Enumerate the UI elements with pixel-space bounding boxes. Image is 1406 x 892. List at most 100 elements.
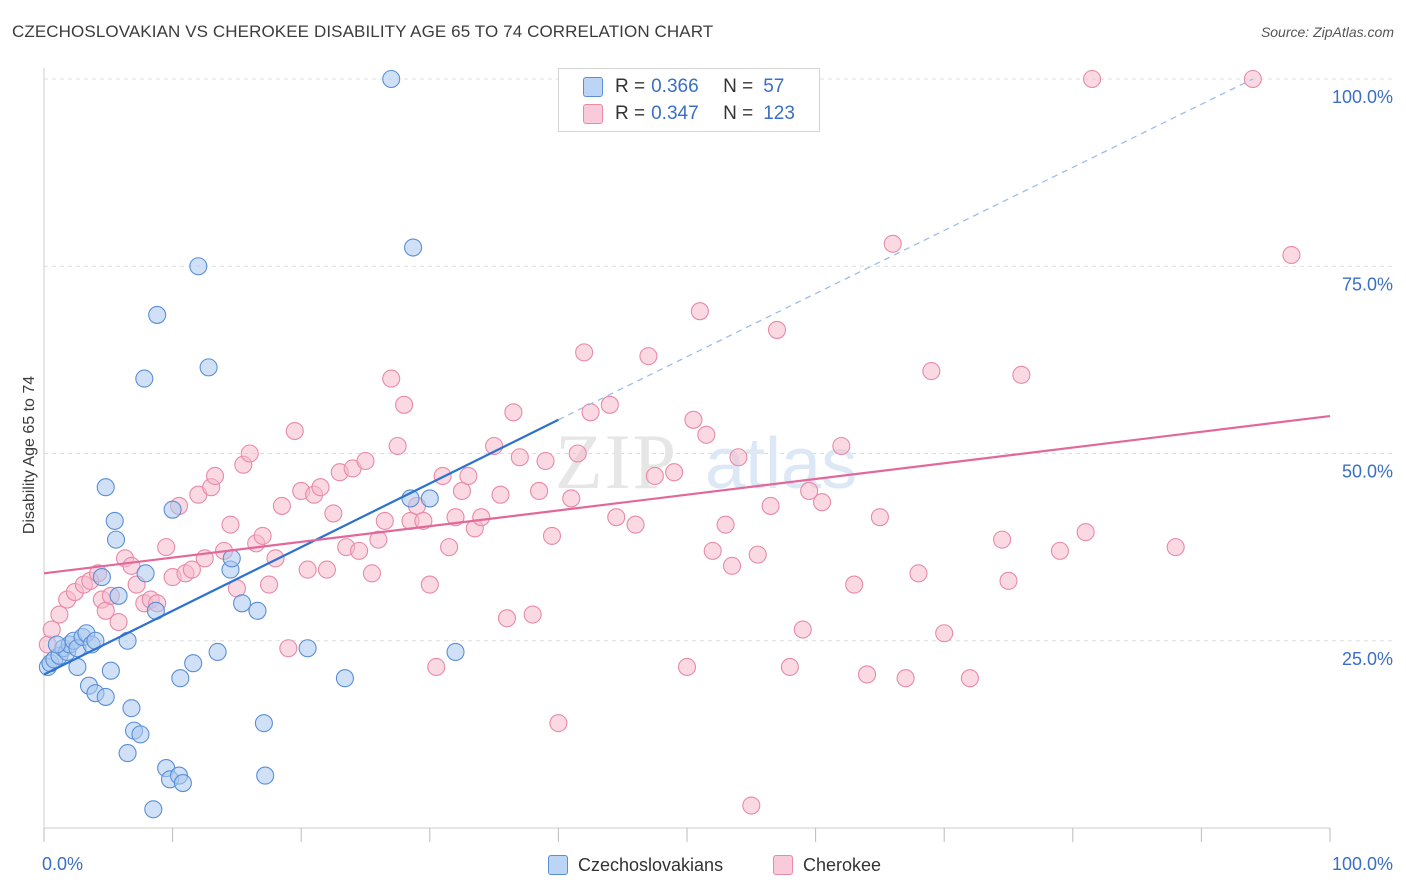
series-swatch-pink — [773, 855, 793, 875]
czechoslovakian-point — [171, 669, 190, 688]
czechoslovakian-point — [92, 568, 111, 587]
series-legend-cherokee[interactable]: Cherokee — [773, 851, 881, 879]
cherokee-point — [870, 508, 889, 527]
cherokee-point — [703, 541, 722, 560]
cherokee-point — [157, 538, 176, 557]
czechoslovakian-point — [105, 511, 124, 530]
series-swatch-blue — [548, 855, 568, 875]
cherokee-point — [716, 515, 735, 534]
legend-n-label: N = — [723, 103, 754, 124]
czechoslovakian-point — [189, 257, 208, 276]
y-tick-label: 25.0% — [1342, 649, 1393, 669]
cherokee-point — [562, 489, 581, 508]
czechoslovakian-point — [404, 238, 423, 257]
cherokee-point — [109, 612, 128, 632]
cherokee-point — [780, 657, 799, 677]
cherokee-point — [909, 564, 928, 583]
y-tick-label: 75.0% — [1342, 274, 1393, 294]
cherokee-point — [221, 515, 240, 534]
cherokee-point — [530, 481, 549, 501]
watermark: ZIP atlas — [555, 418, 857, 505]
cherokee-point — [581, 403, 600, 422]
czechoslovakian-point — [420, 489, 439, 508]
czechoslovakian-point — [136, 564, 155, 583]
czechoslovakian-point — [232, 594, 252, 613]
cherokee-point — [607, 508, 626, 527]
cherokee-point — [253, 526, 272, 545]
czechoslovakian-point — [106, 530, 126, 549]
cherokee-point — [1076, 523, 1095, 542]
cherokee-point — [690, 302, 709, 321]
czechoslovakian-point — [184, 654, 203, 673]
x-tick-label: 100.0% — [1332, 854, 1393, 874]
cherokee-point — [748, 545, 767, 564]
axes — [43, 68, 1331, 842]
czechoslovakian-trend-line — [43, 418, 559, 676]
cherokee-point — [1282, 245, 1301, 265]
x-tick-label: 0.0% — [42, 854, 83, 874]
cherokee-point — [1083, 69, 1102, 89]
cherokee-point — [626, 515, 645, 534]
cherokee-point — [472, 508, 491, 527]
czechoslovakian-point — [109, 586, 128, 605]
cherokee-point — [395, 395, 414, 414]
cherokee-point — [575, 343, 594, 362]
cherokee-point — [697, 425, 716, 444]
tick-labels: 25.0% 50.0% 75.0% 100.0% 0.0% 100.0% — [42, 87, 1393, 874]
cherokee-point — [182, 560, 201, 579]
cherokee-point — [259, 575, 279, 594]
cherokee-point — [845, 575, 864, 594]
cherokee-point — [50, 605, 69, 624]
legend-row-cherokee: R = 0.347 N = 123 — [559, 100, 795, 128]
cherokee-point — [793, 620, 812, 639]
legend-r-label: R = — [615, 103, 646, 124]
czechoslovakian-point — [173, 774, 192, 793]
cherokee-point — [42, 620, 61, 639]
cherokee-point — [761, 496, 780, 515]
cherokee-point — [350, 541, 369, 560]
trend-lines — [43, 78, 1331, 676]
cherokee-point — [722, 556, 742, 575]
source-label: Source: ZipAtlas.com — [1260, 24, 1394, 40]
cherokee-point — [491, 485, 510, 504]
cherokee-point — [639, 347, 658, 366]
cherokee-point — [240, 444, 259, 463]
cherokee-point — [922, 362, 941, 381]
cherokee-point — [993, 530, 1012, 549]
legend-r-value: 0.347 — [651, 103, 699, 124]
cherokee-point — [896, 669, 915, 688]
cherokee-point — [285, 421, 304, 441]
cherokee-point — [857, 665, 877, 684]
cherokee-point — [742, 796, 761, 815]
czechoslovakian-point — [47, 635, 66, 654]
czechoslovakian-point — [131, 725, 150, 744]
cherokee-point — [382, 369, 401, 388]
cherokee-point — [1166, 538, 1185, 557]
czechoslovakian-point — [118, 744, 137, 763]
cherokee-point — [504, 403, 523, 422]
czechoslovakian-point — [144, 800, 163, 819]
cherokee-point — [324, 504, 343, 523]
cherokee-point — [510, 448, 529, 467]
cherokee-point — [362, 564, 381, 583]
cherokee-point — [317, 560, 336, 579]
cherokee-point — [645, 466, 664, 486]
cherokee-point — [356, 451, 375, 471]
cherokee-point — [832, 436, 851, 456]
czechoslovakian-points — [38, 69, 465, 819]
legend-swatch-blue — [583, 77, 603, 97]
y-tick-label: 50.0% — [1342, 462, 1393, 482]
czechoslovakian-point — [298, 639, 317, 658]
cherokee-point — [272, 496, 291, 515]
cherokee-points — [38, 69, 1301, 815]
cherokee-point — [452, 481, 472, 501]
cherokee-point — [549, 714, 568, 733]
cherokee-point — [388, 436, 407, 456]
czechoslovakian-point — [208, 642, 227, 662]
series-legend: Czechoslovakians Cherokee — [0, 851, 1406, 879]
series-legend-czechoslovakians[interactable]: Czechoslovakians — [548, 851, 723, 879]
cherokee-point — [600, 395, 619, 414]
cherokee-point — [266, 549, 285, 568]
czechoslovakian-point — [148, 305, 167, 324]
